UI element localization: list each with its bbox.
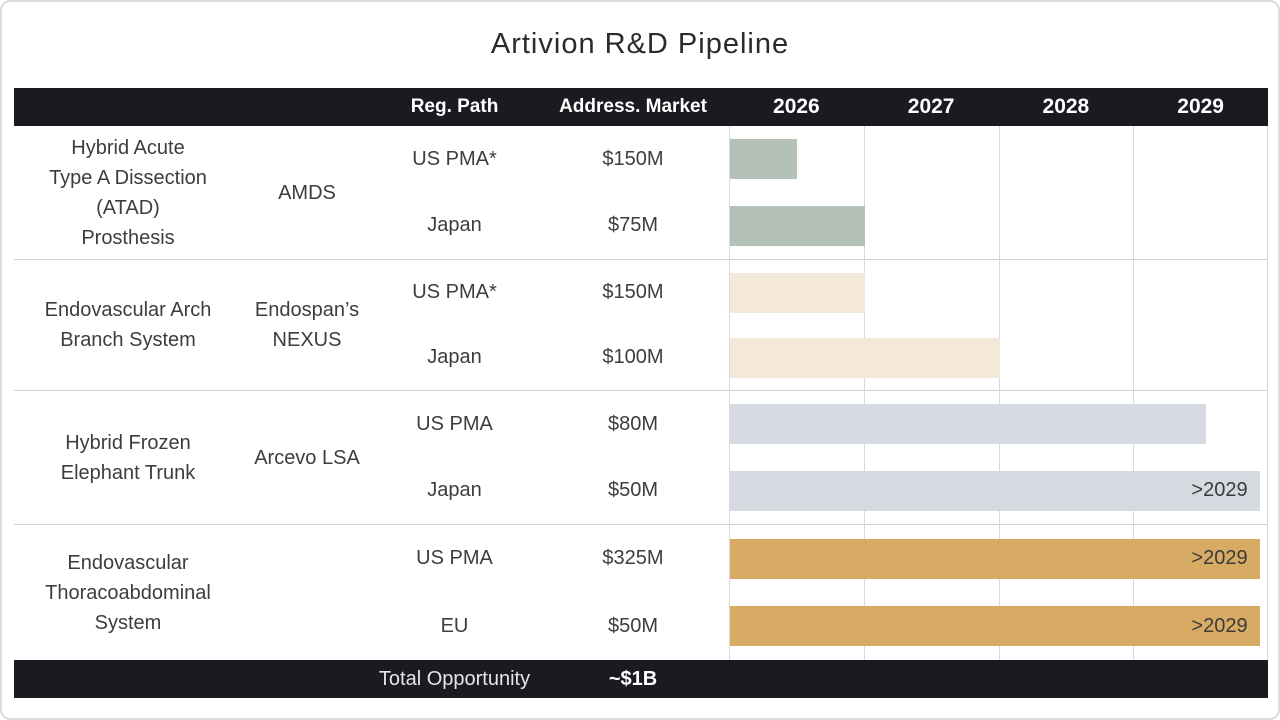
timeline-cell (729, 325, 1268, 390)
year-gridline (1133, 126, 1134, 660)
header-years: 2026 2027 2028 2029 (729, 88, 1268, 126)
timeline-bar: >2029 (730, 606, 1260, 647)
year-gridline (864, 126, 865, 660)
addressable-market: $50M (607, 479, 659, 502)
pipeline-group-thoracoabdominal: Endovascular Thoracoabdominal System US … (14, 524, 1268, 660)
pipeline-group-amds: Hybrid Acute Type A Dissection (ATAD) Pr… (14, 126, 1268, 259)
addressable-market: $50M (607, 614, 659, 637)
program-name: AMDS (278, 181, 336, 204)
bar-label: >2029 (1191, 614, 1248, 637)
program-name: Endospan’s NEXUS (254, 299, 360, 351)
reg-path: US PMA (416, 547, 493, 570)
reg-path: Japan (427, 346, 482, 368)
timeline-bar (730, 337, 1000, 378)
timeline-cell (729, 126, 1268, 193)
product-name: Endovascular Thoracoabdominal System (45, 551, 211, 634)
year-gridline (729, 126, 730, 660)
total-opportunity-value: ~$1B (608, 667, 658, 690)
addressable-market: $80M (607, 412, 659, 435)
product-name: Hybrid Acute Type A Dissection (ATAD) Pr… (49, 136, 207, 249)
pipeline-group-nexus: Endovascular Arch Branch System Endospan… (14, 259, 1268, 390)
timeline-cell (729, 260, 1268, 325)
timeline-bar (730, 404, 1206, 445)
addressable-market: $100M (602, 346, 664, 368)
header-address-market: Address. Market (559, 96, 707, 117)
year-label-2027: 2027 (907, 95, 955, 118)
year-label-2026: 2026 (773, 95, 820, 118)
total-row: Total Opportunity ~$1B (14, 660, 1268, 698)
product-name: Endovascular Arch Branch System (44, 299, 212, 351)
timeline-cell: >2029 (729, 458, 1268, 525)
header-reg-path: Reg. Path (410, 96, 499, 117)
timeline-cell: >2029 (729, 525, 1268, 593)
addressable-market: $150M (602, 281, 664, 303)
timeline-cell (729, 391, 1268, 458)
year-label-2028: 2028 (1042, 95, 1090, 118)
table-header: Reg. Path Address. Market 2026 2027 2028… (14, 88, 1268, 126)
timeline-bar (730, 272, 865, 313)
table-body: Hybrid Acute Type A Dissection (ATAD) Pr… (14, 126, 1268, 660)
timeline-bar: >2029 (730, 538, 1260, 579)
product-name: Hybrid Frozen Elephant Trunk (60, 431, 196, 484)
timeline-bar: >2029 (730, 470, 1260, 511)
pipeline-table: Reg. Path Address. Market 2026 2027 2028… (14, 88, 1268, 698)
bar-label: >2029 (1191, 479, 1248, 502)
reg-path: US PMA (416, 412, 493, 435)
addressable-market: $325M (602, 547, 664, 570)
year-gridline (999, 126, 1000, 660)
reg-path: US PMA* (412, 147, 497, 170)
page-title: Artivion R&D Pipeline (490, 28, 790, 60)
program-name (242, 525, 372, 660)
year-gridline (1267, 126, 1268, 660)
year-label-2029: 2029 (1177, 95, 1224, 118)
timeline-bar (730, 139, 798, 180)
addressable-market: $75M (607, 214, 659, 237)
reg-path: US PMA* (412, 281, 497, 303)
addressable-market: $150M (602, 147, 664, 170)
pipeline-group-arcevo: Hybrid Frozen Elephant Trunk Arcevo LSA … (14, 390, 1268, 524)
reg-path: Japan (427, 479, 482, 502)
reg-path: EU (440, 614, 469, 637)
reg-path: Japan (427, 214, 482, 237)
program-name: Arcevo LSA (254, 446, 360, 469)
timeline-cell: >2029 (729, 593, 1268, 661)
bar-label: >2029 (1191, 547, 1248, 570)
total-opportunity-label: Total Opportunity (378, 667, 531, 690)
timeline-bar (730, 205, 865, 246)
timeline-cell (729, 193, 1268, 260)
